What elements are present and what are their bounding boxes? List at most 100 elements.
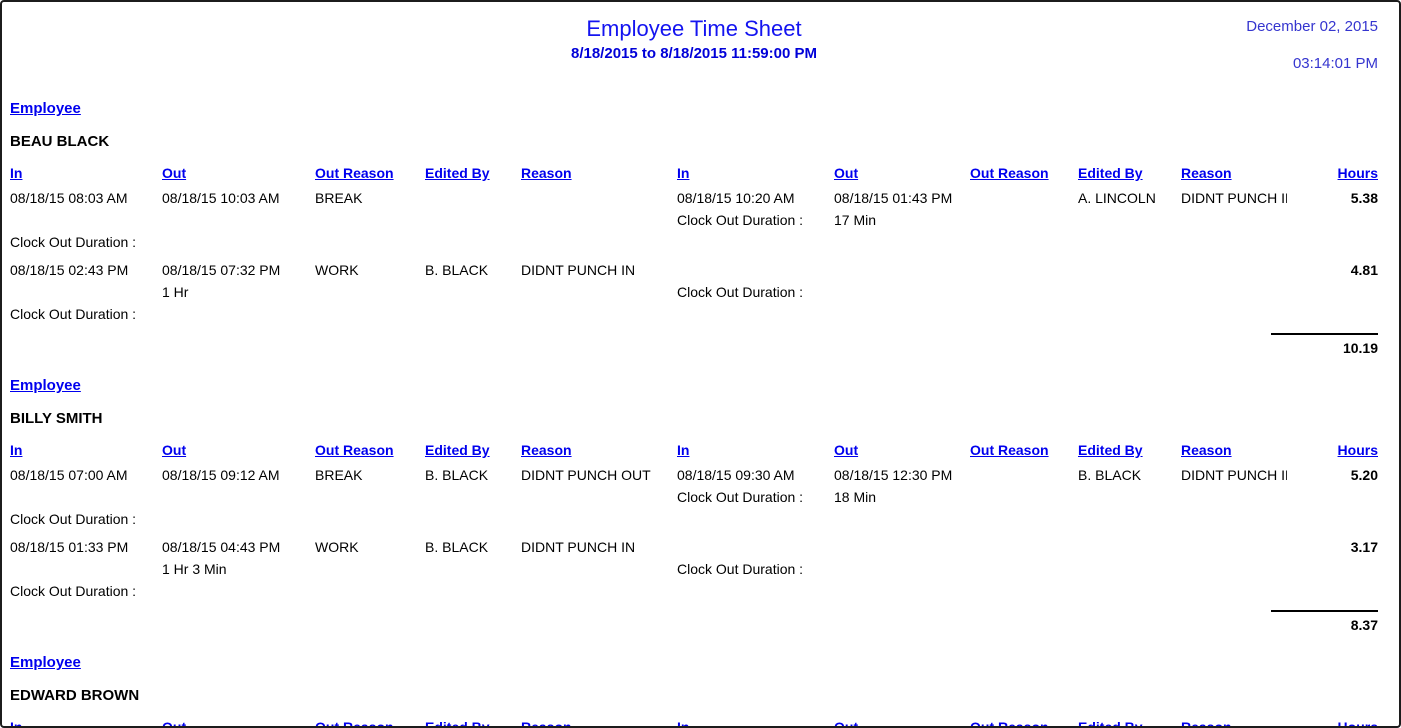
- employee-link[interactable]: Employee: [10, 100, 81, 117]
- total-row: 8.37: [10, 616, 1378, 635]
- time-entry: 08/18/15 08:03 AM 08/18/15 10:03 AM BREA…: [10, 187, 1378, 253]
- punch-row: 08/18/15 02:43 PM 08/18/15 07:32 PM WORK…: [10, 259, 1378, 281]
- total-divider: [1271, 610, 1378, 612]
- in-time-left: 08/18/15 07:00 AM: [10, 467, 128, 483]
- employee-link[interactable]: Employee: [10, 654, 81, 671]
- total-divider: [1271, 333, 1378, 335]
- column-header-out-right[interactable]: Out: [834, 165, 859, 181]
- report-header: Employee Time Sheet 8/18/2015 to 8/18/20…: [10, 16, 1378, 64]
- clock-out-duration-value-right: 17 Min: [834, 212, 877, 228]
- page-title: Employee Time Sheet: [586, 16, 802, 41]
- clock-out-duration-label-left: Clock Out Duration :: [10, 234, 137, 250]
- column-header-in-left[interactable]: In: [10, 165, 23, 181]
- column-header-out-reason-right[interactable]: Out Reason: [970, 165, 1049, 181]
- out-time-left: 08/18/15 07:32 PM: [162, 262, 281, 278]
- column-header-in-left[interactable]: In: [10, 442, 23, 458]
- edited-by-left: B. BLACK: [425, 467, 489, 483]
- column-header-reason-left[interactable]: Reason: [521, 719, 572, 728]
- in-time-left: 08/18/15 08:03 AM: [10, 190, 128, 206]
- column-header-hours[interactable]: Hours: [1337, 165, 1378, 181]
- employee-name: EDWARD BROWN: [10, 687, 140, 704]
- clock-out-duration-label-right: Clock Out Duration :: [677, 561, 804, 577]
- out-reason-left: WORK: [315, 539, 359, 555]
- out-time-left: 08/18/15 04:43 PM: [162, 539, 281, 555]
- column-header-out-reason-left[interactable]: Out Reason: [315, 719, 394, 728]
- column-header-in-right[interactable]: In: [677, 442, 690, 458]
- total-row: 10.19: [10, 339, 1378, 358]
- clock-out-duration-label-left: Clock Out Duration :: [10, 511, 137, 527]
- edited-by-right: A. LINCOLN: [1078, 190, 1156, 206]
- generated-datetime: December 02, 2015 03:14:01 PM: [1246, 18, 1378, 72]
- punch-row: 08/18/15 08:03 AM 08/18/15 10:03 AM BREA…: [10, 187, 1378, 209]
- column-header-out-reason-right[interactable]: Out Reason: [970, 442, 1049, 458]
- column-header-edited-by-right[interactable]: Edited By: [1078, 442, 1143, 458]
- column-header-hours[interactable]: Hours: [1337, 442, 1378, 458]
- column-header-edited-by-left[interactable]: Edited By: [425, 442, 490, 458]
- column-header-reason-left[interactable]: Reason: [521, 165, 572, 181]
- clock-out-duration-label-left: Clock Out Duration :: [10, 306, 137, 322]
- hours-value: 3.17: [1350, 539, 1378, 555]
- employee-link[interactable]: Employee: [10, 377, 81, 394]
- column-header-out-right[interactable]: Out: [834, 719, 859, 728]
- column-header-row: In Out Out Reason Edited By Reason In Ou…: [10, 719, 1378, 728]
- employee-section: Employee BILLY SMITH In Out Out Reason E…: [10, 377, 1378, 635]
- column-header-edited-by-right[interactable]: Edited By: [1078, 719, 1143, 728]
- employee-name: BILLY SMITH: [10, 410, 103, 427]
- column-header-edited-by-right[interactable]: Edited By: [1078, 165, 1143, 181]
- in-time-left: 08/18/15 02:43 PM: [10, 262, 129, 278]
- hours-value: 4.81: [1350, 262, 1378, 278]
- clock-out-duration-label-right: Clock Out Duration :: [677, 489, 804, 505]
- time-entry: 08/18/15 02:43 PM 08/18/15 07:32 PM WORK…: [10, 259, 1378, 325]
- out-time-left: 08/18/15 10:03 AM: [162, 190, 280, 206]
- clock-out-duration-label-left: Clock Out Duration :: [10, 583, 137, 599]
- clock-out-duration-row: Clock Out Duration : Clock Out Duration …: [10, 486, 1378, 530]
- in-time-right: 08/18/15 09:30 AM: [677, 467, 795, 483]
- punch-row: 08/18/15 01:33 PM 08/18/15 04:43 PM WORK…: [10, 536, 1378, 558]
- out-reason-left: BREAK: [315, 467, 363, 483]
- section-total-hours: 10.19: [1342, 340, 1378, 356]
- out-time-right: 08/18/15 12:30 PM: [834, 467, 953, 483]
- generated-date: December 02, 2015: [1246, 18, 1378, 35]
- column-header-in-left[interactable]: In: [10, 719, 23, 728]
- edited-by-left: B. BLACK: [425, 262, 489, 278]
- column-header-out-reason-left[interactable]: Out Reason: [315, 442, 394, 458]
- rows-host: 08/18/15 08:03 AM 08/18/15 10:03 AM BREA…: [10, 187, 1378, 325]
- rows-host: 08/18/15 07:00 AM 08/18/15 09:12 AM BREA…: [10, 464, 1378, 602]
- in-time-right: 08/18/15 10:20 AM: [677, 190, 795, 206]
- column-header-in-right[interactable]: In: [677, 719, 690, 728]
- column-header-edited-by-left[interactable]: Edited By: [425, 165, 490, 181]
- section-total-hours: 8.37: [1350, 617, 1378, 633]
- column-header-out-reason-right[interactable]: Out Reason: [970, 719, 1049, 728]
- column-header-out-left[interactable]: Out: [162, 165, 187, 181]
- out-reason-left: WORK: [315, 262, 359, 278]
- generated-time: 03:14:01 PM: [1292, 55, 1378, 72]
- column-header-hours[interactable]: Hours: [1337, 719, 1378, 728]
- hours-value: 5.38: [1350, 190, 1378, 206]
- employee-section: Employee EDWARD BROWN In Out Out Reason …: [10, 654, 1378, 728]
- column-header-out-reason-left[interactable]: Out Reason: [315, 165, 394, 181]
- clock-out-duration-value-right: 18 Min: [834, 489, 877, 505]
- reason-right: DIDNT PUNCH IN: [1181, 190, 1287, 206]
- column-header-reason-right[interactable]: Reason: [1181, 165, 1232, 181]
- edited-by-left: B. BLACK: [425, 539, 489, 555]
- out-time-left: 08/18/15 09:12 AM: [162, 467, 280, 483]
- edited-by-right: B. BLACK: [1078, 467, 1142, 483]
- report-date-range: 8/18/2015 to 8/18/2015 11:59:00 PM: [570, 45, 817, 62]
- column-header-reason-right[interactable]: Reason: [1181, 719, 1232, 728]
- column-header-in-right[interactable]: In: [677, 165, 690, 181]
- out-time-right: 08/18/15 01:43 PM: [834, 190, 953, 206]
- column-header-out-left[interactable]: Out: [162, 719, 187, 728]
- out-reason-left: BREAK: [315, 190, 363, 206]
- reason-left: DIDNT PUNCH IN: [521, 262, 636, 278]
- column-header-out-left[interactable]: Out: [162, 442, 187, 458]
- column-header-out-right[interactable]: Out: [834, 442, 859, 458]
- report-body: Employee BEAU BLACK In Out Out Reason Ed…: [10, 100, 1378, 728]
- hours-value: 5.20: [1350, 467, 1378, 483]
- column-header-reason-right[interactable]: Reason: [1181, 442, 1232, 458]
- employee-section: Employee BEAU BLACK In Out Out Reason Ed…: [10, 100, 1378, 358]
- clock-out-duration-value-left: 1 Hr 3 Min: [162, 561, 227, 577]
- reason-left: DIDNT PUNCH IN: [521, 539, 636, 555]
- column-header-reason-left[interactable]: Reason: [521, 442, 572, 458]
- column-header-edited-by-left[interactable]: Edited By: [425, 719, 490, 728]
